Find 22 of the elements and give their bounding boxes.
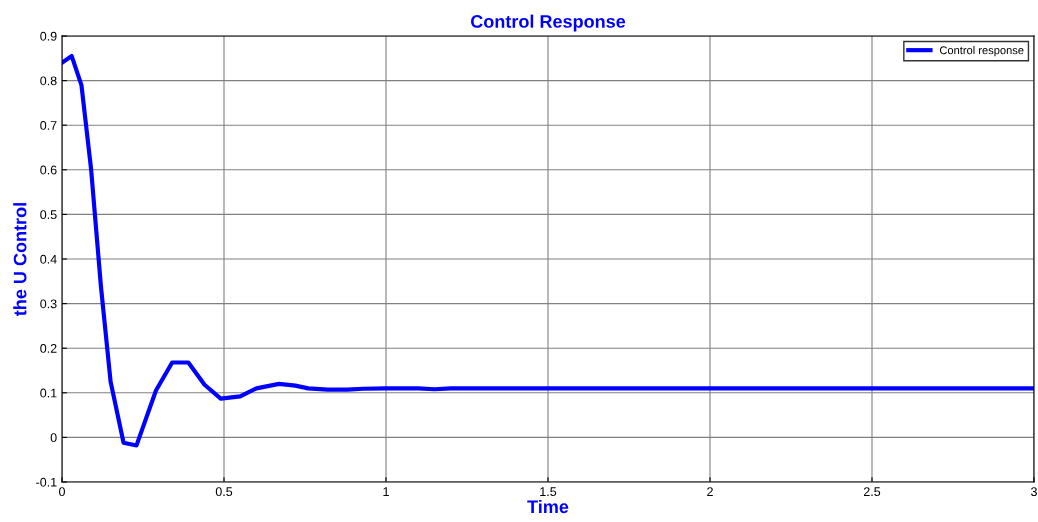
x-tick-label: 2: [707, 487, 713, 496]
y-tick-label: -0.1: [36, 477, 57, 487]
y-tick-label: 0: [50, 433, 57, 443]
y-tick-label: 0.7: [40, 121, 57, 130]
y-tick-label: 0.5: [40, 210, 57, 220]
y-axis-title: the U Control: [13, 203, 27, 316]
x-tick-label: 0.5: [215, 487, 233, 497]
x-axis-title: Time: [527, 499, 569, 514]
y-tick-label: 0.8: [40, 76, 57, 86]
x-tick-label: 1: [383, 487, 389, 496]
y-tick-label: 0.2: [40, 344, 57, 353]
legend-label: Control response: [939, 46, 1024, 57]
x-tick-label: 3: [1031, 487, 1037, 497]
x-tick-label: 0: [59, 487, 65, 497]
x-tick-label: 1.5: [540, 487, 557, 497]
y-tick-label: 0.3: [40, 299, 57, 309]
y-tick-label: 0.6: [40, 165, 57, 175]
y-tick-label: 0.1: [40, 388, 57, 398]
y-tick-label: 0.4: [40, 254, 57, 264]
x-tick-label: 2.5: [863, 487, 881, 497]
chart-title: Control Response: [471, 14, 626, 32]
y-tick-label: 0.9: [40, 31, 57, 41]
